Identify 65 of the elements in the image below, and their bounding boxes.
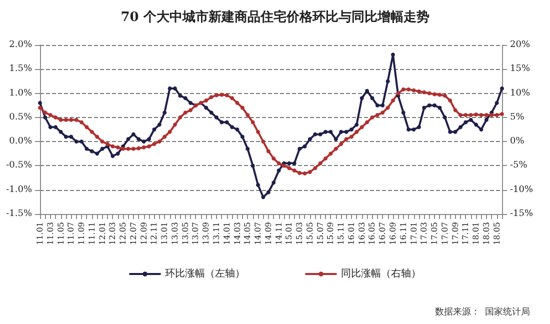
x-tick-label: 13.09 <box>202 222 211 245</box>
x-tick-label: 15.05 <box>305 222 314 245</box>
x-tick-label: 15.11 <box>336 222 346 245</box>
x-tick-label: 14.07 <box>254 222 263 245</box>
x-tick-label: 12.11 <box>150 222 159 245</box>
y-tick-label: 2.0% <box>9 40 32 50</box>
x-tick-label: 12.05 <box>118 222 128 245</box>
y2-tick-label: 15% <box>510 64 530 74</box>
source-note: 数据来源： 国家统计局 <box>435 306 530 316</box>
x-tick-label: 18.01 <box>472 222 481 245</box>
x-tick-label: 12.07 <box>128 222 138 245</box>
x-tick-label: 11.09 <box>77 222 86 245</box>
x-tick-label: 13.07 <box>191 222 200 245</box>
y2-tick-label: -10% <box>510 184 534 195</box>
y2-tick-label: -5% <box>510 160 528 171</box>
x-tick-label: 11.03 <box>46 222 55 245</box>
x-tick-label: 14.05 <box>243 222 252 245</box>
x-tick-label: 17.11 <box>461 222 470 245</box>
x-tick-label: 11.07 <box>66 222 76 245</box>
y2-tick-label: -15% <box>510 209 534 219</box>
x-tick-label: 12.01 <box>98 222 107 245</box>
x-tick-label: 13.01 <box>160 222 170 245</box>
x-tick-label: 18.05 <box>492 222 502 245</box>
y2-tick-label: 5% <box>510 112 525 122</box>
y-tick-label: 0.5% <box>9 112 32 122</box>
y2-tick-label: 10% <box>510 88 530 98</box>
x-tick-label: 17.09 <box>450 222 460 245</box>
x-tick-label: 18.03 <box>482 222 491 245</box>
legend-label: 同比涨幅（右轴） <box>341 268 421 280</box>
x-tick-label: 17.05 <box>430 222 440 245</box>
x-tick-label: 13.11 <box>212 222 221 245</box>
x-tick-label: 15.07 <box>316 222 325 245</box>
x-tick-label: 13.05 <box>180 222 190 245</box>
x-tick-label: 17.07 <box>440 222 450 245</box>
y-tick-label: -0.5% <box>6 160 32 171</box>
x-tick-label: 14.11 <box>274 222 284 245</box>
x-tick-label: 15.09 <box>326 222 336 245</box>
x-tick-label: 15.01 <box>284 222 294 245</box>
x-tick-label: 17.03 <box>420 222 429 245</box>
y-tick-label: 1.0% <box>9 88 32 98</box>
x-tick-label: 11.01 <box>36 222 44 245</box>
y-tick-label: 0.0% <box>9 136 32 147</box>
x-tick-label: 14.01 <box>222 222 232 245</box>
x-tick-label: 16.07 <box>378 222 388 245</box>
x-tick-label: 16.11 <box>398 222 408 245</box>
y-tick-label: -1.5% <box>6 209 32 219</box>
x-tick-label: 16.03 <box>357 222 366 245</box>
x-tick-label: 12.09 <box>139 222 148 245</box>
y-tick-label: 1.5% <box>9 64 32 74</box>
x-tick-label: 13.03 <box>170 222 180 245</box>
x-tick-label: 16.05 <box>368 222 377 245</box>
chart-title: 70 个大中城市新建商品住宅价格环比与同比增幅走势 <box>120 9 430 25</box>
x-tick-label: 16.01 <box>346 222 356 245</box>
x-tick-label: 11.11 <box>87 222 96 245</box>
x-tick-label: 15.03 <box>295 222 304 245</box>
x-tick-label: 16.09 <box>388 222 398 245</box>
x-tick-label: 14.09 <box>264 222 273 245</box>
y-tick-label: -1.0% <box>6 184 32 195</box>
x-tick-label: 12.03 <box>108 222 118 245</box>
x-tick-label: 14.03 <box>232 222 242 245</box>
y2-tick-label: 20% <box>510 40 530 50</box>
y2-tick-label: 0% <box>510 136 525 147</box>
x-tick-label: 17.01 <box>409 222 418 245</box>
x-tick-label: 11.05 <box>56 222 66 245</box>
legend-label: 环比涨幅（左轴） <box>165 268 245 280</box>
